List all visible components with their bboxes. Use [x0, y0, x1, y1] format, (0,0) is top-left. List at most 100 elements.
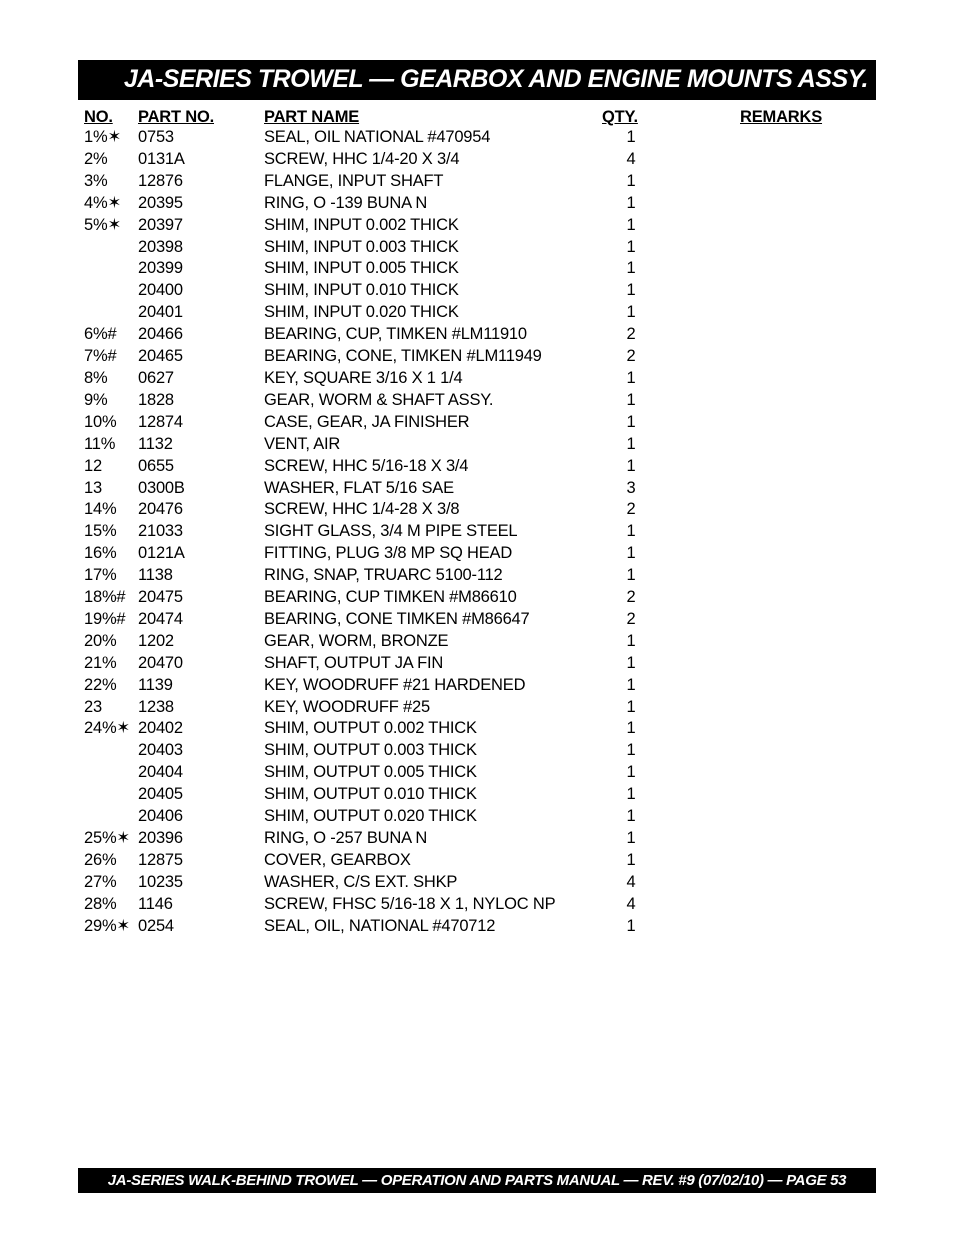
cell-no: 11%: [84, 434, 138, 456]
cell-no: 12: [84, 456, 138, 478]
cell-partno: 0131A: [138, 149, 264, 171]
cell-qty: 1: [622, 718, 640, 740]
cell-no: [84, 258, 138, 280]
cell-remarks: [640, 258, 810, 280]
cell-partname: FITTING, PLUG 3/8 MP SQ HEAD: [264, 543, 602, 565]
cell-partname: SHIM, OUTPUT 0.020 THICK: [264, 806, 602, 828]
table-header-row: NO. PART NO. PART NAME QTY. REMARKS: [84, 108, 876, 127]
cell-qty: 1: [622, 258, 640, 280]
cell-partname: SEAL, OIL, NATIONAL #470712: [264, 916, 602, 938]
header-qty: QTY.: [602, 108, 680, 127]
cell-partno: 21033: [138, 521, 264, 543]
cell-partname: GEAR, WORM & SHAFT ASSY.: [264, 390, 602, 412]
cell-partno: 20400: [138, 280, 264, 302]
cell-qty: 1: [622, 631, 640, 653]
cell-partname: SHIM, OUTPUT 0.002 THICK: [264, 718, 602, 740]
cell-partname: SCREW, HHC 1/4-20 X 3/4: [264, 149, 602, 171]
cell-qty: 1: [622, 521, 640, 543]
cell-qty: 1: [622, 850, 640, 872]
cell-partname: SHIM, OUTPUT 0.005 THICK: [264, 762, 602, 784]
cell-partno: 0254: [138, 916, 264, 938]
cell-no: 2%: [84, 149, 138, 171]
cell-partno: 1138: [138, 565, 264, 587]
cell-partname: SHIM, INPUT 0.003 THICK: [264, 237, 602, 259]
cell-remarks: [640, 697, 810, 719]
cell-qty: 1: [622, 434, 640, 456]
cell-partname: KEY, WOODRUFF #25: [264, 697, 602, 719]
cell-remarks: [640, 762, 810, 784]
cell-qty: 1: [622, 280, 640, 302]
cell-partno: 20465: [138, 346, 264, 368]
table-row: 130300BWASHER, FLAT 5/16 SAE3: [84, 478, 876, 500]
cell-qty: 1: [622, 193, 640, 215]
cell-qty: 2: [622, 587, 640, 609]
cell-remarks: [640, 609, 810, 631]
table-row: 20401SHIM, INPUT 0.020 THICK 1: [84, 302, 876, 324]
cell-remarks: [640, 215, 810, 237]
cell-remarks: [640, 543, 810, 565]
cell-qty: 2: [622, 609, 640, 631]
cell-partname: BEARING, CUP TIMKEN #M86610: [264, 587, 602, 609]
cell-partname: BEARING, CUP, TIMKEN #LM11910: [264, 324, 602, 346]
cell-partno: 20405: [138, 784, 264, 806]
cell-remarks: [640, 280, 810, 302]
table-row: 11%1132VENT, AIR1: [84, 434, 876, 456]
cell-partname: SHIM, INPUT 0.020 THICK: [264, 302, 602, 324]
cell-partname: WASHER, FLAT 5/16 SAE: [264, 478, 602, 500]
table-row: 29%✶0254SEAL, OIL, NATIONAL #4707121: [84, 916, 876, 938]
table-row: 7%#20465BEARING, CONE, TIMKEN #LM119492: [84, 346, 876, 368]
cell-partname: SCREW, HHC 1/4-28 X 3/8: [264, 499, 602, 521]
cell-partno: 12874: [138, 412, 264, 434]
cell-no: 13: [84, 478, 138, 500]
cell-remarks: [640, 894, 810, 916]
cell-remarks: [640, 127, 810, 149]
cell-qty: 1: [622, 565, 640, 587]
cell-partname: GEAR, WORM, BRONZE: [264, 631, 602, 653]
cell-partname: COVER, GEARBOX: [264, 850, 602, 872]
table-row: 20398SHIM, INPUT 0.003 THICK1: [84, 237, 876, 259]
cell-no: 14%: [84, 499, 138, 521]
cell-qty: 1: [622, 127, 640, 149]
cell-no: 24%✶: [84, 718, 138, 740]
cell-partname: SHIM, INPUT 0.002 THICK: [264, 215, 602, 237]
cell-no: 25%✶: [84, 828, 138, 850]
cell-no: 18%#: [84, 587, 138, 609]
page-footer-bar: JA-SERIES WALK-BEHIND TROWEL — OPERATION…: [78, 1168, 876, 1193]
cell-remarks: [640, 499, 810, 521]
cell-partname: RING, O -139 BUNA N: [264, 193, 602, 215]
cell-partno: 1146: [138, 894, 264, 916]
cell-qty: 1: [622, 916, 640, 938]
cell-remarks: [640, 784, 810, 806]
cell-no: 21%: [84, 653, 138, 675]
cell-qty: 1: [622, 368, 640, 390]
table-row: 24%✶20402SHIM, OUTPUT 0.002 THICK1: [84, 718, 876, 740]
cell-qty: 4: [622, 894, 640, 916]
cell-qty: 1: [622, 390, 640, 412]
cell-remarks: [640, 850, 810, 872]
cell-remarks: [640, 324, 810, 346]
cell-partno: 20401: [138, 302, 264, 324]
cell-partno: 12876: [138, 171, 264, 193]
cell-qty: 1: [622, 762, 640, 784]
cell-partno: 20476: [138, 499, 264, 521]
cell-no: [84, 762, 138, 784]
table-row: 8%0627KEY, SQUARE 3/16 X 1 1/41: [84, 368, 876, 390]
table-row: 10%12874CASE, GEAR, JA FINISHER1: [84, 412, 876, 434]
table-row: 17%1138RING, SNAP, TRUARC 5100-1121: [84, 565, 876, 587]
cell-no: 3%: [84, 171, 138, 193]
cell-partno: 0753: [138, 127, 264, 149]
cell-remarks: [640, 149, 810, 171]
cell-partno: 0300B: [138, 478, 264, 500]
cell-qty: 1: [622, 215, 640, 237]
cell-qty: 1: [622, 302, 640, 324]
page-title-bar: JA-SERIES TROWEL — GEARBOX AND ENGINE MO…: [78, 60, 876, 100]
cell-partno: 12875: [138, 850, 264, 872]
cell-no: 10%: [84, 412, 138, 434]
cell-qty: 1: [622, 543, 640, 565]
cell-remarks: [640, 390, 810, 412]
cell-remarks: [640, 478, 810, 500]
cell-no: 15%: [84, 521, 138, 543]
cell-partname: RING, SNAP, TRUARC 5100-112: [264, 565, 602, 587]
header-partno: PART NO.: [138, 108, 264, 127]
cell-no: [84, 784, 138, 806]
